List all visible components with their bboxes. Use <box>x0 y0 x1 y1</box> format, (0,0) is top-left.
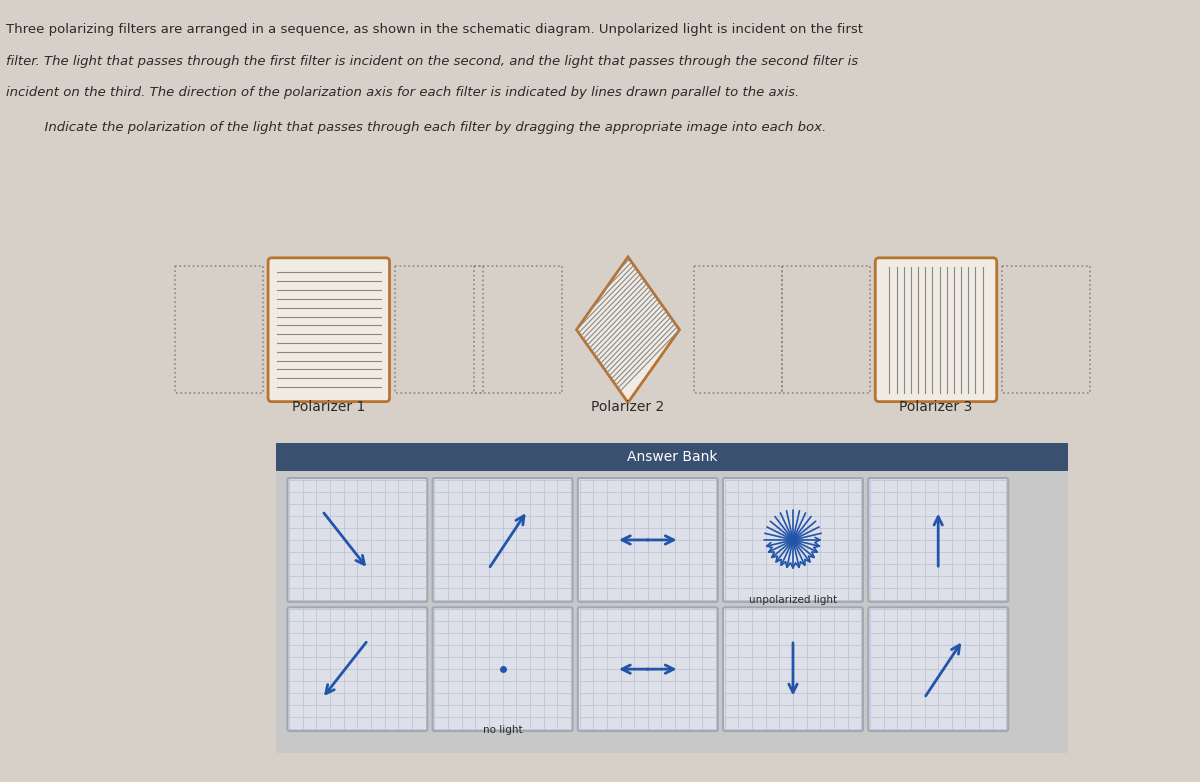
Text: Polarizer 1: Polarizer 1 <box>292 400 366 414</box>
FancyBboxPatch shape <box>875 258 997 402</box>
Text: Polarizer 3: Polarizer 3 <box>899 400 973 414</box>
Text: Answer Bank: Answer Bank <box>626 450 718 465</box>
Bar <box>1002 266 1090 393</box>
FancyBboxPatch shape <box>869 608 1008 731</box>
Bar <box>395 266 482 393</box>
Text: Three polarizing filters are arranged in a sequence, as shown in the schematic d: Three polarizing filters are arranged in… <box>6 23 863 37</box>
Bar <box>782 266 870 393</box>
Bar <box>474 266 562 393</box>
FancyBboxPatch shape <box>724 608 863 731</box>
FancyBboxPatch shape <box>433 478 572 602</box>
Text: filter. The light that passes through the first filter is incident on the second: filter. The light that passes through th… <box>6 55 858 68</box>
FancyBboxPatch shape <box>288 478 427 602</box>
Text: Polarizer 2: Polarizer 2 <box>592 400 665 414</box>
FancyBboxPatch shape <box>724 478 863 602</box>
FancyBboxPatch shape <box>288 608 427 731</box>
Bar <box>175 266 263 393</box>
Bar <box>276 443 1068 753</box>
Text: Indicate the polarization of the light that passes through each filter by draggi: Indicate the polarization of the light t… <box>36 121 827 135</box>
Text: no light: no light <box>482 725 522 734</box>
FancyBboxPatch shape <box>578 608 718 731</box>
FancyBboxPatch shape <box>268 258 390 402</box>
FancyBboxPatch shape <box>869 478 1008 602</box>
Text: unpolarized light: unpolarized light <box>749 595 838 605</box>
FancyBboxPatch shape <box>578 478 718 602</box>
Polygon shape <box>576 257 679 403</box>
Bar <box>276 443 1068 471</box>
FancyBboxPatch shape <box>433 608 572 731</box>
Bar <box>694 266 782 393</box>
Text: incident on the third. The direction of the polarization axis for each filter is: incident on the third. The direction of … <box>6 86 799 99</box>
